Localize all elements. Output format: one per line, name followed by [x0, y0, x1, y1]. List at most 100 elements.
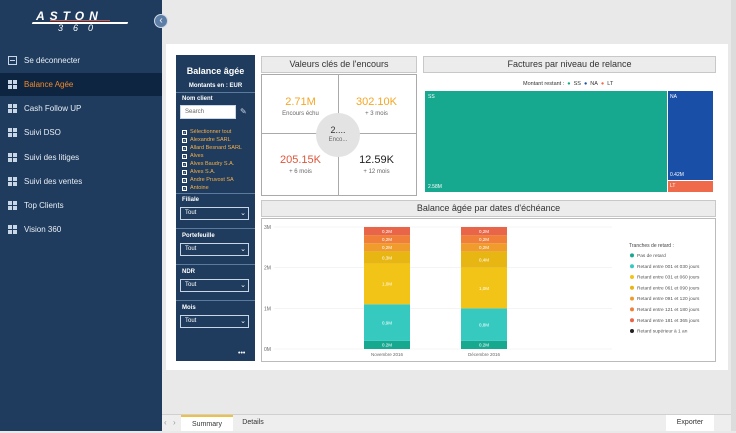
legend-item: Retard entre 061 et 090 jours	[637, 285, 700, 291]
kpi-center-sublabel: Enco...	[328, 137, 348, 143]
y-tick-label: 1M	[264, 306, 271, 312]
client-option[interactable]: ✓ Antoine	[182, 185, 209, 191]
bar-segment[interactable]	[461, 340, 507, 349]
grid-icon	[8, 128, 17, 137]
slicer-title: Balance âgée	[186, 66, 245, 76]
treemap-cell-ss[interactable]: SS 2.58M	[425, 91, 667, 192]
legend-title: Tranches de retard :	[629, 243, 674, 249]
treemap-cell-lt[interactable]: LT	[668, 181, 713, 192]
sidebar-item-balance-agee[interactable]: Balance Agée	[0, 73, 162, 96]
legend-marker	[630, 329, 634, 333]
logo-line1: ASTON	[36, 9, 103, 23]
bar-segment[interactable]	[461, 267, 507, 309]
prev-page-icon[interactable]: ‹	[164, 418, 167, 427]
ndr-dropdown[interactable]: Tout ⌄	[180, 279, 249, 292]
kpi-sublabel: Encours échu	[282, 111, 319, 117]
kpi-sublabel: + 12 mois	[363, 169, 390, 175]
legend-marker	[630, 285, 634, 290]
collapse-sidebar-button[interactable]: ‹	[154, 14, 168, 28]
client-option[interactable]: ✓ Alves Baudry S.A.	[182, 161, 235, 167]
client-search-input[interactable]: Search	[180, 105, 236, 119]
sidebar-item-label: Suivi DSO	[24, 128, 61, 137]
chart-title: Balance âgée par dates d'échéance	[261, 200, 716, 217]
kpi-value: 205.15K	[280, 154, 321, 166]
sidebar: ASTON 360 Se déconnecter Balance Agée Ca…	[0, 0, 162, 431]
sidebar-item-logout[interactable]: Se déconnecter	[0, 49, 162, 72]
tab-details[interactable]: Details	[242, 419, 264, 426]
data-label: 0,4M	[479, 257, 489, 262]
next-page-icon[interactable]: ›	[173, 418, 176, 427]
chevron-down-icon: ⌄	[240, 282, 246, 289]
legend-marker	[630, 307, 634, 312]
kpi-plus-3-mois: 302.10K + 3 mois	[339, 96, 414, 117]
y-tick-label: 3M	[264, 225, 271, 231]
sidebar-item-label: Top Clients	[24, 201, 64, 210]
tab-summary[interactable]: Summary	[181, 415, 233, 431]
bar-segment[interactable]	[364, 251, 410, 264]
bar-segment[interactable]	[461, 243, 507, 252]
mois-dropdown[interactable]: Tout ⌄	[180, 315, 249, 328]
chart-panel	[261, 218, 716, 362]
client-option[interactable]: ✓ Andre Pruvost SA	[182, 177, 234, 183]
chevron-down-icon: ⌄	[240, 246, 246, 253]
kpi-value: 12.59K	[359, 154, 394, 166]
slicer-divider	[176, 193, 255, 194]
client-option[interactable]: ✓ Allard Besnard SARL	[182, 145, 242, 151]
legend-item: NA	[590, 81, 598, 87]
bar-segment[interactable]	[461, 227, 507, 236]
filiale-dropdown[interactable]: Tout ⌄	[180, 207, 249, 220]
eraser-icon[interactable]: ✎	[240, 107, 247, 116]
sidebar-item-label: Cash Follow UP	[24, 104, 82, 113]
legend-item: Retard entre 121 et 180 jours	[637, 307, 700, 313]
kpi-panel	[261, 74, 417, 196]
client-option[interactable]: ✓ Sélectionner tout	[182, 129, 232, 135]
client-option[interactable]: ✓ Alexandre SARL	[182, 137, 231, 143]
bar-segment[interactable]	[364, 304, 410, 341]
legend-item: Retard supérieur à 1 an	[637, 329, 688, 335]
grid-icon	[8, 225, 17, 234]
more-options-icon[interactable]: •••	[238, 350, 246, 357]
legend-title: Montant restant :	[523, 81, 565, 87]
data-label: 1,0M	[479, 286, 489, 291]
kpi-value: 2.71M	[285, 96, 316, 108]
data-label: 0,2M	[479, 237, 489, 242]
client-option[interactable]: ✓ Alves	[182, 153, 204, 159]
mois-label: Mois	[182, 305, 196, 311]
kpi-center-circle: 2.... Enco...	[316, 113, 360, 157]
client-option[interactable]: ✓ Alves S.A.	[182, 169, 216, 175]
cell-value: 0.42M	[670, 172, 684, 178]
grid-icon	[8, 153, 17, 162]
legend-item: Retard entre 031 et 060 jours	[637, 275, 700, 281]
bar-segment[interactable]	[364, 340, 410, 349]
bar-segment[interactable]	[461, 308, 507, 341]
data-label: 0,2M	[382, 245, 392, 250]
kpi-center-value: 2....	[330, 125, 346, 135]
sidebar-item-vision-360[interactable]: Vision 360	[0, 218, 162, 241]
bottom-bar	[162, 414, 731, 431]
bar-segment[interactable]	[364, 263, 410, 305]
treemap-cell-na[interactable]: NA 0.42M	[668, 91, 713, 180]
data-label: 0.2M	[479, 343, 489, 348]
kpi-plus-12-mois: 12.59K + 12 mois	[339, 154, 414, 175]
portefeuille-dropdown[interactable]: Tout ⌄	[180, 243, 249, 256]
bar-segment[interactable]	[364, 235, 410, 244]
top-bar	[162, 0, 736, 42]
portefeuille-label: Portefeuille	[182, 233, 215, 239]
bar-segment[interactable]	[364, 243, 410, 252]
sidebar-item-suivi-dso[interactable]: Suivi DSO	[0, 121, 162, 144]
logout-icon	[8, 56, 17, 65]
bar-segment[interactable]	[461, 235, 507, 244]
sidebar-item-top-clients[interactable]: Top Clients	[0, 194, 162, 217]
bar-segment[interactable]	[461, 251, 507, 268]
bar-segment[interactable]	[364, 227, 410, 236]
sidebar-item-label: Suivi des ventes	[24, 177, 83, 186]
data-label: 0,3M	[382, 255, 392, 260]
sidebar-item-suivi-ventes[interactable]: Suivi des ventes	[0, 170, 162, 193]
sidebar-item-suivi-litiges[interactable]: Suivi des litiges	[0, 146, 162, 169]
kpi-value: 302.10K	[356, 96, 397, 108]
legend-item: Retard entre 091 et 120 jours	[637, 296, 700, 302]
export-button[interactable]: Exporter	[666, 415, 714, 431]
data-label: 0,9M	[382, 320, 392, 325]
sidebar-item-cash-follow-up[interactable]: Cash Follow UP	[0, 97, 162, 120]
page-scrollbar[interactable]	[731, 0, 736, 431]
